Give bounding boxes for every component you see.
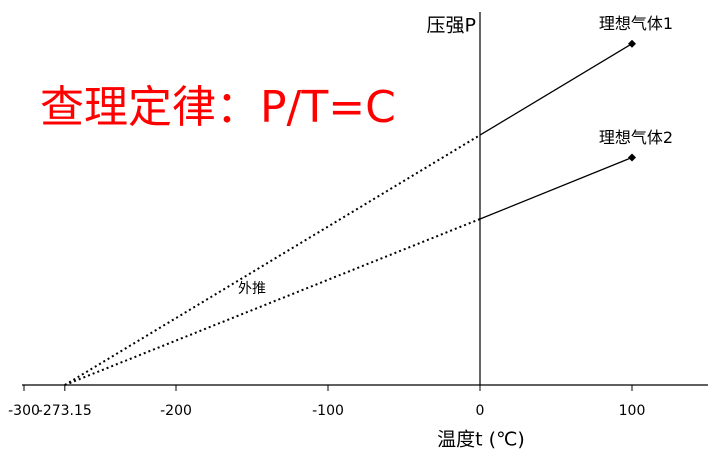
x-tick-label: -100 [312,403,344,419]
x-tick-label: 0 [476,403,485,419]
data-point [628,153,636,162]
series-line [479,156,633,220]
annotation: 外推 [238,281,266,297]
data-point [628,39,636,48]
x-tick-label: -200 [160,403,192,419]
series-label: 理想气体2 [599,128,673,147]
extrapolation-line [64,218,481,386]
x-tick-label: 100 [619,403,646,419]
extrapolation-line [64,134,481,386]
x-axis-label: 温度t (℃) [437,429,525,451]
series-line [479,43,633,136]
chart-title: 查理定律：P/T=C [40,82,396,133]
series-label: 理想气体1 [599,14,673,33]
x-tick-label: -273.15 [38,403,92,419]
y-axis-label: 压强P [427,15,476,37]
x-tick-label: -300 [8,403,40,419]
